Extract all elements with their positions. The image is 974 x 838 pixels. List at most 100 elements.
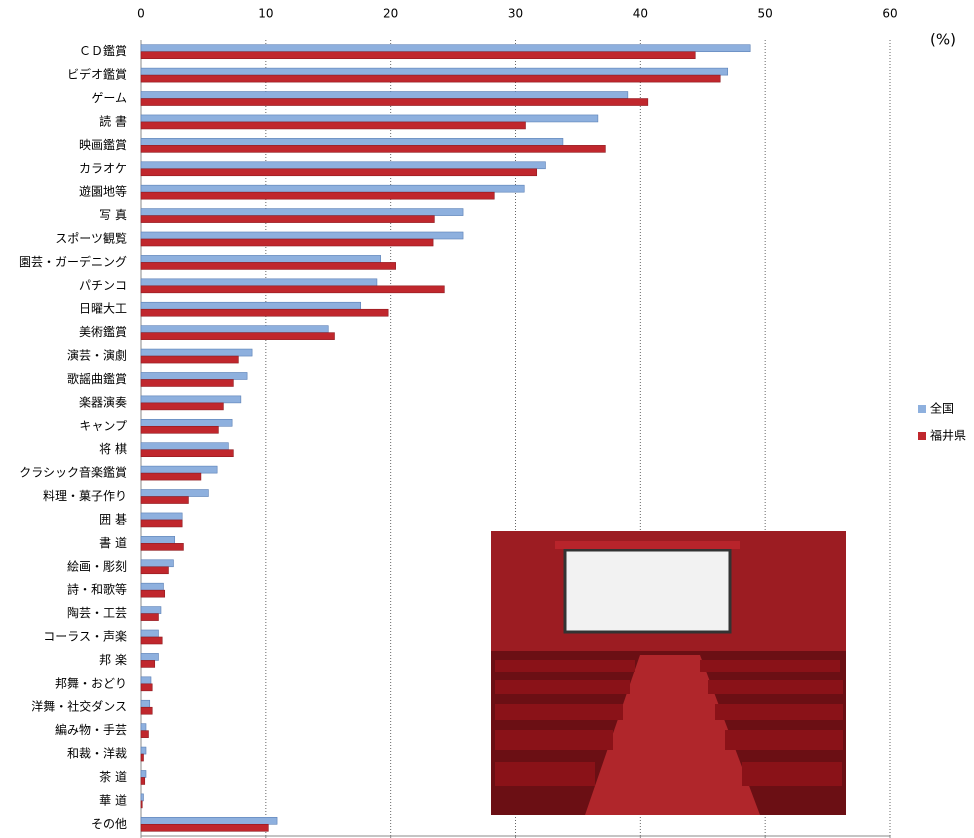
y-tick-label: 洋舞・社交ダンス [31,699,127,714]
bar [140,543,184,551]
bar [140,91,629,99]
y-tick-label: 邦 楽 [99,653,127,667]
y-tick-label: 将 棋 [99,442,127,456]
bar [140,449,234,458]
bar [140,606,162,614]
bar [140,800,143,809]
y-tick-label: 和裁・洋裁 [67,746,127,761]
y-tick-label: その他 [91,817,127,831]
bar [140,660,156,668]
bar [140,355,239,364]
y-tick-label: 遊園地等 [79,184,127,199]
bar [140,161,546,170]
y-tick-label: 演芸・演劇 [67,348,127,363]
bar [140,308,389,317]
bar [140,683,153,692]
bar [140,121,526,130]
y-tick-label: 華 道 [99,793,127,807]
legend-label: 全国 [930,401,954,416]
bar [140,74,721,83]
bar [140,67,729,76]
bar [140,753,144,762]
y-tick-label: 邦舞・おどり [55,676,127,690]
bar [140,636,163,645]
y-tick-label: 美術鑑賞 [79,324,127,339]
bar [140,536,176,544]
bar [140,699,151,708]
bar [140,676,152,685]
bar [140,730,149,738]
y-tick-label: 絵画・彫刻 [67,558,127,573]
bar [140,472,202,481]
bar [140,582,164,591]
bar [140,777,146,785]
y-tick-label: 詩・和歌等 [67,582,127,597]
bar [140,114,599,123]
y-tick-label: パチンコ [79,278,127,292]
bar [140,566,169,575]
bar [140,184,525,193]
bar [140,262,396,270]
bar [140,589,166,598]
bar [140,168,538,177]
y-tick-label: 歌謡曲鑑賞 [67,371,127,386]
bar [140,278,378,287]
bar [140,372,248,380]
bar [140,98,649,106]
y-tick-label: 読 書 [99,113,127,128]
bar [140,208,464,216]
x-tick-label: 0 [137,7,145,21]
x-tick-label: 60 [882,7,897,21]
bar [140,770,147,778]
unit-label: (%) [930,31,956,49]
bar [140,653,159,661]
bar [140,145,606,153]
bar [140,325,329,333]
bar [140,44,751,53]
bar [140,238,434,247]
y-tick-label: 茶 道 [99,769,127,784]
y-tick-label: 映画鑑賞 [79,137,127,152]
bar [140,823,269,832]
legend-swatch [918,405,926,413]
y-tick-label: クラシック音楽鑑賞 [19,465,127,480]
bar [140,215,435,223]
y-tick-label: 園芸・ガーデニング [19,254,127,269]
y-tick-label: 日曜大工 [79,302,127,316]
bar [140,231,464,240]
bar [140,442,229,451]
y-tick-label: 楽器演奏 [79,394,127,409]
bar [140,425,219,434]
bar [140,332,335,340]
y-tick-label: 写 真 [99,208,127,222]
bar [140,706,153,715]
bar [140,793,144,802]
bar [140,379,234,387]
bar [140,613,159,621]
bar [140,395,242,404]
bar [140,418,233,427]
bar [140,402,224,411]
x-tick-label: 40 [633,7,648,21]
legend-swatch [918,432,926,440]
y-tick-label: 囲 碁 [99,512,127,526]
bar [140,138,564,146]
bar [140,629,159,638]
y-tick-label: ゲーム [91,91,127,105]
y-tick-label: カラオケ [79,161,127,175]
bar [140,348,253,357]
bar [140,255,381,263]
theater-photo [491,531,846,815]
bar [140,496,189,504]
x-tick-label: 30 [508,7,523,21]
y-tick-label: ＣＤ鑑賞 [79,43,127,58]
bar [140,512,183,521]
y-tick-label: 書 道 [99,536,127,550]
y-tick-label: 料理・菓子作り [43,489,127,503]
bar [140,746,147,755]
x-tick-label: 10 [258,7,273,21]
bar [140,519,183,528]
bar [140,723,147,731]
y-tick-label: 編み物・手芸 [55,722,127,737]
